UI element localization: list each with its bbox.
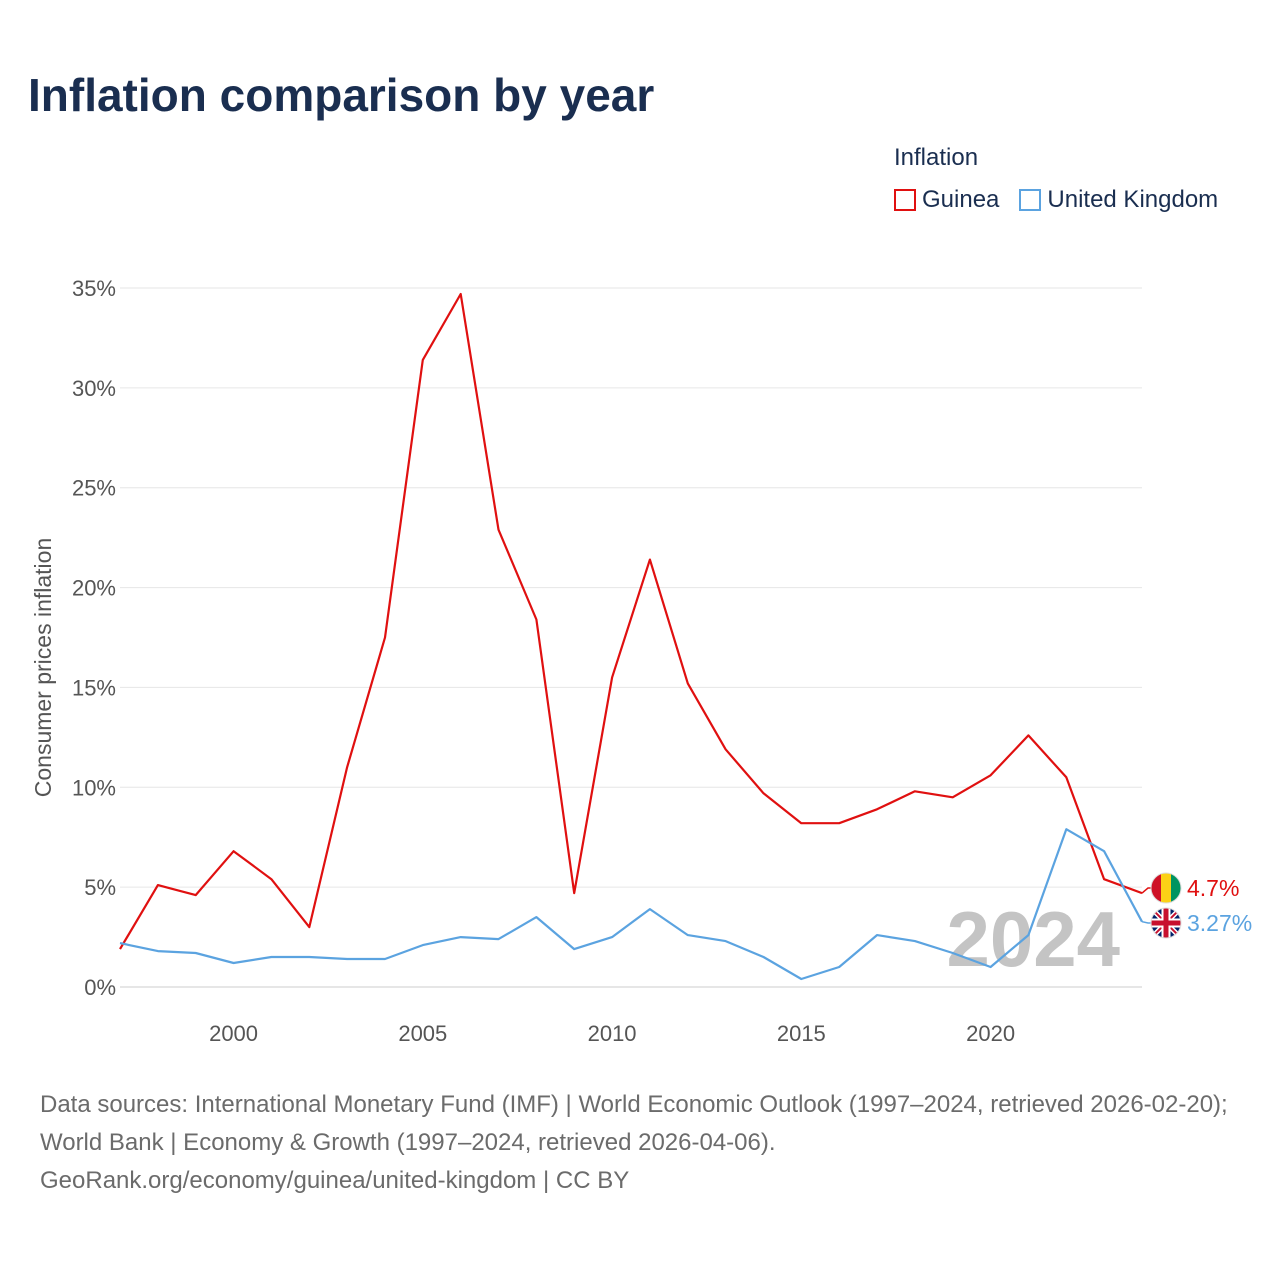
- legend-swatch-guinea: [894, 189, 916, 211]
- series-line-guinea: [119, 292, 1143, 950]
- legend-title: Inflation: [894, 144, 979, 171]
- y-tick-label: 0%: [84, 975, 116, 1000]
- y-tick-label: 20%: [72, 576, 116, 601]
- y-axis-ticks: 0% 5% 10% 15% 20% 25% 30% 35%: [72, 276, 116, 1000]
- legend-swatch-united-kingdom: [1019, 189, 1042, 211]
- series-line-united-kingdom: [119, 828, 1143, 981]
- data-sources: Data sources: International Monetary Fun…: [40, 1091, 1228, 1156]
- uk-flag-design: [1151, 908, 1181, 938]
- legend-item-guinea[interactable]: Guinea: [894, 186, 999, 214]
- x-tick-label: 2000: [209, 1021, 258, 1046]
- end-labels: 4.7% 3.27%: [1141, 872, 1252, 939]
- x-axis-ticks: 2000 2005 2010 2015 2020: [209, 1021, 1015, 1046]
- guinea-flag-stripes: [1151, 873, 1181, 903]
- flag-stripe-green: [1171, 873, 1181, 903]
- footer: Data sources: International Monetary Fun…: [40, 1086, 1250, 1200]
- y-tick-label: 5%: [84, 875, 116, 900]
- y-tick-label: 25%: [72, 476, 116, 501]
- y-tick-label: 15%: [72, 675, 116, 700]
- x-tick-label: 2015: [777, 1021, 826, 1046]
- flag-stripe-red: [1151, 873, 1161, 903]
- attribution-link[interactable]: GeoRank.org/economy/guinea/united-kingdo…: [40, 1167, 630, 1194]
- line-chart: 2024 0% 5% 10% 15% 20% 25% 30% 35% 2000 2005 2010…: [30, 276, 1252, 1046]
- year-watermark: 2024: [946, 895, 1120, 983]
- legend: Guinea United Kingdom: [894, 186, 1218, 214]
- flag-border: [1150, 907, 1182, 939]
- legend-label-united-kingdom: United Kingdom: [1047, 186, 1219, 213]
- flag-stripe-yellow: [1161, 873, 1171, 903]
- flag-cross-red: [1163, 908, 1169, 938]
- chart-title: Inflation comparison by year: [28, 69, 655, 121]
- end-label-value: 4.7%: [1187, 875, 1239, 901]
- x-tick-label: 2010: [588, 1021, 637, 1046]
- end-connector: [1141, 887, 1151, 894]
- y-tick-label: 35%: [72, 276, 116, 301]
- guinea-flag: [1150, 872, 1182, 904]
- uk-flag: [1150, 907, 1182, 939]
- y-axis-label: Consumer prices inflation: [30, 538, 56, 798]
- y-tick-label: 30%: [72, 376, 116, 401]
- flag-border: [1150, 872, 1182, 904]
- x-tick-label: 2020: [966, 1021, 1015, 1046]
- legend-label-guinea: Guinea: [922, 186, 1000, 213]
- end-connector: [1141, 920, 1151, 924]
- series-lines: [119, 292, 1143, 981]
- y-tick-label: 10%: [72, 775, 116, 800]
- legend-item-united-kingdom[interactable]: United Kingdom: [1019, 186, 1218, 214]
- end-label-value: 3.27%: [1187, 910, 1252, 936]
- x-tick-label: 2005: [398, 1021, 447, 1046]
